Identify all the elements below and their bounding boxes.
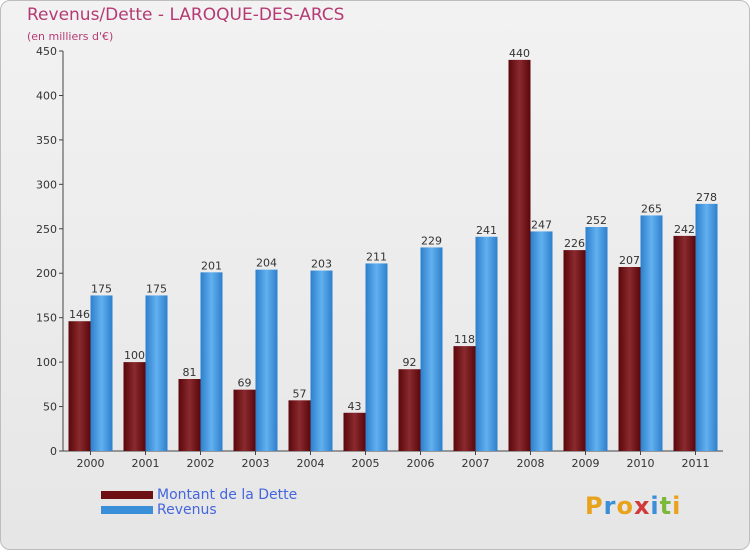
bar-debt <box>398 369 421 451</box>
bar-revenue <box>145 295 168 451</box>
data-label-revenue: 211 <box>366 250 387 263</box>
legend-label-revenue: Revenus <box>157 501 217 518</box>
bar-debt <box>563 250 586 451</box>
y-tick-label: 300 <box>36 178 57 191</box>
legend-swatch-revenue <box>101 505 153 514</box>
bar-debt <box>123 362 146 451</box>
x-tick-label: 2004 <box>297 457 325 470</box>
bar-debt <box>68 321 91 451</box>
data-label-debt: 92 <box>403 356 417 369</box>
bar-revenue <box>530 231 553 451</box>
y-tick-label: 200 <box>36 267 57 280</box>
bar-debt <box>618 267 641 451</box>
data-label-revenue: 265 <box>641 202 662 215</box>
data-label-debt: 118 <box>454 333 475 346</box>
bar-revenue <box>585 227 608 451</box>
data-label-debt: 43 <box>348 400 362 413</box>
bar-debt <box>673 235 696 451</box>
y-tick-label: 400 <box>36 89 57 102</box>
data-label-debt: 57 <box>293 387 307 400</box>
data-label-revenue: 278 <box>696 191 717 204</box>
bar-revenue <box>420 247 443 451</box>
logo-letter: x <box>633 492 651 520</box>
x-tick-label: 2010 <box>627 457 655 470</box>
bar-revenue <box>695 203 718 451</box>
proxiti-logo: Proxiti <box>585 492 681 520</box>
legend-item-revenue: Revenus <box>101 501 297 518</box>
bar-debt <box>288 400 311 451</box>
y-tick-label: 250 <box>36 223 57 236</box>
x-tick-label: 2011 <box>682 457 710 470</box>
data-label-debt: 440 <box>509 47 530 60</box>
bar-revenue <box>365 263 388 451</box>
data-label-debt: 100 <box>124 349 145 362</box>
bar-debt <box>508 59 531 452</box>
data-label-debt: 81 <box>183 366 197 379</box>
x-tick-label: 2006 <box>407 457 435 470</box>
x-tick-label: 2008 <box>517 457 545 470</box>
data-label-revenue: 204 <box>256 257 277 270</box>
logo-letter: t <box>659 492 673 520</box>
legend-swatch-debt <box>101 490 153 499</box>
x-tick-label: 2009 <box>572 457 600 470</box>
logo-letter: i <box>650 492 660 520</box>
x-tick-label: 2005 <box>352 457 380 470</box>
data-label-revenue: 229 <box>421 234 442 247</box>
y-tick-label: 50 <box>43 401 57 414</box>
data-label-debt: 69 <box>238 377 252 390</box>
data-label-debt: 242 <box>674 223 695 236</box>
y-tick-label: 350 <box>36 134 57 147</box>
x-tick-label: 2003 <box>242 457 270 470</box>
logo-letter: o <box>616 492 634 520</box>
y-tick-label: 150 <box>36 312 57 325</box>
chart-subtitle: (en milliers d'€) <box>27 30 114 43</box>
chart-title: Revenus/Dette - LAROQUE-DES-ARCS <box>27 5 345 25</box>
data-label-debt: 146 <box>69 308 90 321</box>
legend-item-debt: Montant de la Dette <box>101 486 298 503</box>
data-label-revenue: 175 <box>146 282 167 295</box>
bar-debt <box>343 412 366 451</box>
legend-label-debt: Montant de la Dette <box>157 486 298 503</box>
logo-letter: P <box>585 492 604 520</box>
logo-letter: i <box>672 492 682 520</box>
data-label-revenue: 252 <box>586 214 607 227</box>
x-tick-label: 2002 <box>187 457 215 470</box>
chart-bars <box>68 59 718 452</box>
bar-revenue <box>640 215 663 451</box>
bar-revenue <box>90 295 113 451</box>
logo-letter: r <box>603 492 617 520</box>
bar-revenue <box>200 272 223 451</box>
data-label-revenue: 241 <box>476 224 497 237</box>
y-tick-label: 100 <box>36 356 57 369</box>
x-tick-label: 2000 <box>77 457 105 470</box>
data-label-debt: 226 <box>564 237 585 250</box>
data-label-debt: 207 <box>619 254 640 267</box>
bar-debt <box>453 346 476 451</box>
bar-revenue <box>475 236 498 451</box>
y-tick-label: 450 <box>36 45 57 58</box>
bar-debt <box>178 379 201 451</box>
chart-labels: 1461751001758120169204572034321192229118… <box>69 47 717 413</box>
data-label-revenue: 247 <box>531 218 552 231</box>
y-tick-label: 0 <box>50 445 57 458</box>
data-label-revenue: 175 <box>91 282 112 295</box>
data-label-revenue: 203 <box>311 258 332 271</box>
bar-debt <box>233 389 256 451</box>
x-tick-label: 2001 <box>132 457 160 470</box>
x-tick-label: 2007 <box>462 457 490 470</box>
bar-revenue <box>255 269 278 451</box>
chart-axes: 0 50 100 150 200 250 300 350 400 450 2000 2001 2002 2… <box>36 45 723 470</box>
data-label-revenue: 201 <box>201 259 222 272</box>
legend: Montant de la Dette Revenus <box>101 486 298 518</box>
bar-revenue <box>310 270 333 451</box>
